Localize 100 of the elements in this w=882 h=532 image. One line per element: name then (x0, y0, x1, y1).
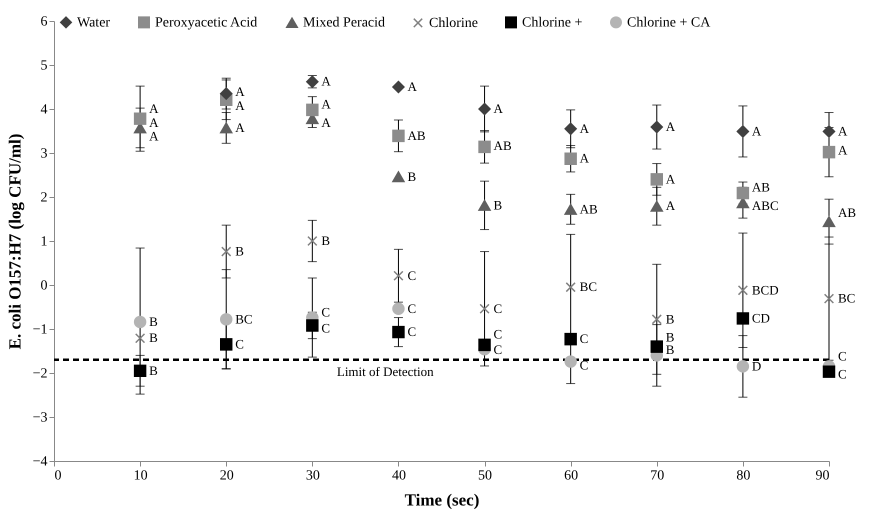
annotation: B (149, 330, 158, 346)
point (221, 246, 232, 257)
annotation: A (149, 115, 160, 130)
y-tick-label: −4 (32, 454, 48, 470)
x-tick-label: 20 (220, 468, 234, 484)
point (736, 312, 750, 325)
point (392, 302, 405, 315)
point (650, 173, 664, 186)
annotation: A (666, 119, 676, 134)
point (822, 216, 836, 228)
legend-label: Water (77, 15, 110, 30)
annotation: D (752, 358, 762, 374)
point (306, 104, 319, 116)
y-tick-label: 2 (40, 190, 48, 206)
annotation: AB (580, 201, 598, 216)
annotation: C (838, 366, 847, 382)
annotation: CD (752, 310, 770, 326)
annotation: A (149, 128, 160, 144)
annotation: B (149, 362, 158, 378)
annotation: B (407, 168, 416, 184)
point (478, 200, 491, 211)
annotation: C (580, 331, 588, 346)
annotation: BCD (752, 282, 779, 298)
point (566, 282, 576, 292)
x-tick-label: 80 (736, 468, 750, 484)
point (650, 200, 664, 212)
x-tick-label: 0 (54, 468, 62, 484)
annotation: B (494, 197, 503, 212)
annotation: B (666, 342, 675, 358)
point (392, 80, 405, 94)
annotation: C (235, 336, 244, 352)
x-tick-label: 50 (478, 468, 492, 484)
x-axis-title: Time (sec) (404, 490, 480, 510)
x-tick-label: 30 (306, 468, 320, 484)
point (306, 319, 319, 332)
annotation: A (235, 120, 246, 135)
point (134, 316, 146, 328)
annotation: C (494, 300, 502, 316)
point (392, 130, 405, 142)
point (650, 340, 664, 353)
legend-label: Chlorine + CA (627, 15, 712, 30)
annotation: C (580, 358, 588, 373)
y-axis-title: E. coli O157:H7 (log CFU/ml) (6, 134, 25, 350)
y-tick-label: 3 (40, 146, 48, 162)
annotation: BC (580, 279, 598, 294)
point (736, 125, 750, 138)
point (392, 326, 405, 338)
legend-label: Chlorine (429, 16, 478, 31)
point (134, 364, 146, 378)
annotation: A (666, 171, 676, 186)
point (220, 313, 232, 326)
point (650, 120, 664, 134)
annotation: B (321, 233, 330, 248)
annotation: A (321, 74, 332, 89)
point (393, 270, 404, 281)
annotation: AB (494, 138, 512, 153)
point (564, 152, 577, 165)
annotation: A (580, 150, 590, 166)
annotation: A (494, 101, 504, 116)
annotation: B (149, 314, 158, 329)
annotation: C (407, 324, 416, 340)
annotation: A (580, 120, 590, 136)
annotation: A (321, 115, 332, 130)
x-tick-label: 40 (392, 468, 406, 484)
annotation: C (494, 326, 502, 342)
annotation: C (407, 268, 416, 283)
annotation: A (149, 101, 160, 116)
point (134, 333, 146, 344)
x-tick-label: 10 (134, 468, 148, 484)
y-tick-label: 4 (40, 102, 48, 118)
annotation: A (407, 79, 418, 94)
point (564, 122, 577, 136)
point (736, 360, 750, 373)
annotation: A (321, 96, 332, 112)
point (822, 365, 836, 378)
annotation: C (321, 320, 330, 336)
annotation: A (666, 198, 676, 214)
annotation: A (838, 142, 848, 158)
point (220, 87, 232, 100)
y-tick-label: −3 (32, 410, 48, 426)
annotation: A (235, 98, 246, 113)
annotation: B (235, 244, 244, 259)
point (564, 204, 577, 215)
annotation: ABC (752, 198, 779, 214)
legend-label: Chlorine + (522, 15, 582, 30)
legend-label: Mixed Peracid (303, 16, 386, 31)
point (478, 140, 491, 154)
annotation: A (838, 123, 848, 138)
annotation: C (494, 342, 502, 358)
annotation: B (666, 329, 675, 344)
annotation: B (666, 311, 675, 326)
point (220, 122, 232, 134)
annotation: C (407, 300, 416, 316)
y-tick-label: 5 (40, 58, 48, 74)
point (824, 294, 834, 304)
annotation: BC (235, 311, 253, 326)
annotation: C (321, 304, 330, 320)
point (652, 314, 662, 324)
ref-line-label: Limit of Detection (336, 364, 434, 379)
legend-label: Peroxyacetic Acid (155, 15, 258, 30)
